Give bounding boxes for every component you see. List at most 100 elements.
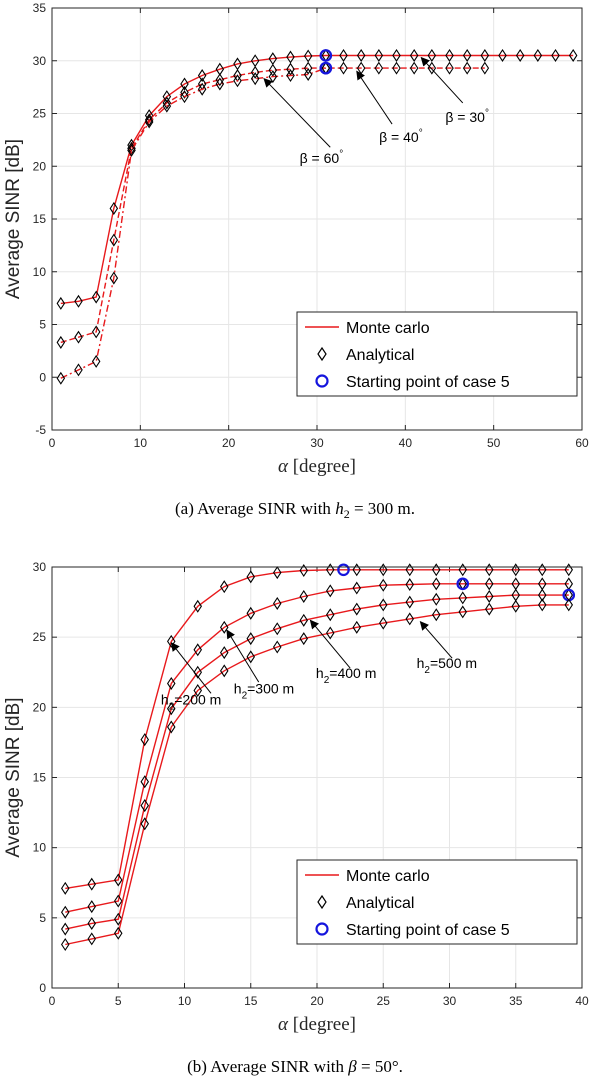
analytical-marker: [91, 325, 101, 339]
analytical-marker: [431, 563, 441, 577]
annotation-label: β = 40°: [379, 128, 423, 145]
y-tick-label: 10: [33, 265, 47, 279]
legend-entry: Monte carlo: [346, 320, 430, 337]
annotation-arrow: [226, 629, 260, 683]
y-tick-label: 0: [39, 981, 46, 995]
analytical-marker: [445, 61, 454, 75]
annotation: h2=300 m: [226, 629, 294, 701]
y-tick-label: 5: [39, 911, 46, 925]
y-tick-label: 25: [33, 630, 47, 644]
annotation-label: β = 60°: [300, 149, 344, 166]
x-tick-label: 20: [310, 994, 324, 1008]
annotation-rest: =300 m: [247, 680, 294, 696]
caption-var: h: [335, 499, 344, 518]
annotation-label: h2=300 m: [234, 680, 294, 701]
analytical-marker: [109, 271, 119, 285]
analytical-marker: [272, 566, 282, 580]
y-tick-label: 15: [33, 771, 47, 785]
analytical-marker: [219, 646, 229, 660]
analytical-marker: [246, 650, 256, 664]
y-axis-label: Average SINR [dB]: [3, 139, 24, 299]
analytical-marker: [91, 290, 101, 304]
legend: Monte carlo Analytical Starting point of c…: [296, 859, 578, 945]
annotation-arrow: [420, 56, 464, 104]
analytical-marker: [339, 61, 348, 75]
analytical-marker: [356, 48, 366, 62]
annotation-rest: =200 m: [174, 692, 221, 708]
analytical-marker: [91, 354, 101, 368]
analytical-marker: [286, 62, 295, 76]
annotation-rest: =500 m: [430, 655, 477, 671]
caption-suffix: = 50°.: [357, 1057, 403, 1076]
analytical-marker: [193, 683, 203, 697]
annotation-var: h: [161, 692, 169, 708]
analytical-marker: [197, 69, 207, 83]
y-tick-label: -5: [35, 423, 46, 437]
analytical-marker: [352, 602, 362, 616]
legend-box: [296, 859, 578, 945]
x-tick-label: 30: [443, 994, 457, 1008]
legend-circle-swatch: [315, 922, 329, 936]
analytical-marker: [299, 632, 309, 646]
analytical-marker: [352, 581, 362, 595]
annotation: β = 40°: [356, 70, 423, 145]
analytical-marker: [74, 363, 83, 377]
caption-prefix: (a) Average SINR with: [175, 499, 335, 518]
x-tick-label: 30: [310, 436, 324, 450]
annotation-arrow: [170, 642, 212, 694]
analytical-marker: [462, 61, 472, 75]
analytical-marker: [272, 622, 282, 636]
analytical-marker: [431, 592, 441, 606]
analytical-marker: [431, 577, 441, 591]
x-tick-label: 40: [399, 436, 413, 450]
series-line: [60, 67, 485, 344]
annotation-text: β = 30: [445, 109, 485, 125]
analytical-marker: [193, 665, 203, 679]
analytical-marker: [109, 233, 119, 247]
annotation-label: β = 30°: [445, 108, 489, 125]
analytical-marker: [56, 335, 66, 349]
analytical-marker: [299, 564, 309, 578]
annotation-sub: 2: [424, 665, 430, 676]
analytical-marker: [564, 563, 574, 577]
analytical-marker: [215, 73, 225, 87]
analytical-marker: [268, 63, 278, 77]
y-tick-label: 5: [39, 318, 46, 332]
analytical-marker: [431, 608, 441, 622]
annotation-degree: °: [419, 128, 423, 139]
analytical-marker: [166, 676, 176, 690]
analytical-marker: [303, 61, 313, 75]
analytical-marker: [374, 61, 384, 75]
analytical-marker: [162, 99, 172, 113]
x-tick-label: 0: [49, 436, 56, 450]
analytical-marker: [272, 596, 282, 610]
x-tick-label: 40: [575, 994, 589, 1008]
caption-suffix: = 300 m.: [350, 499, 415, 518]
analytical-marker: [405, 612, 415, 626]
legend-entry: Analytical: [346, 347, 414, 364]
analytical-marker: [378, 598, 388, 612]
x-axis-label: α [degree]: [278, 1014, 356, 1035]
analytical-marker: [392, 61, 401, 75]
annotation-degree: °: [339, 149, 343, 160]
annotation-arrow: [419, 621, 453, 659]
analytical-marker: [405, 578, 415, 592]
analytical-marker: [87, 900, 97, 914]
annotation-arrow: [263, 78, 331, 148]
annotation-sub: 2: [169, 702, 175, 713]
analytical-marker: [144, 115, 154, 129]
y-tick-label: 15: [33, 212, 47, 226]
legend-circle-swatch: [315, 374, 329, 388]
caption-prefix: (b) Average SINR with: [187, 1057, 348, 1076]
analytical-marker: [325, 563, 335, 577]
analytical-marker: [272, 640, 282, 654]
analytical-marker: [533, 48, 543, 62]
legend-diamond-swatch: [317, 894, 327, 910]
case5-marker: [319, 49, 333, 62]
analytical-marker: [458, 563, 468, 577]
analytical-marker: [339, 48, 348, 62]
analytical-marker: [127, 143, 136, 157]
x-tick-label: 15: [244, 994, 258, 1008]
series-4: [60, 598, 574, 952]
